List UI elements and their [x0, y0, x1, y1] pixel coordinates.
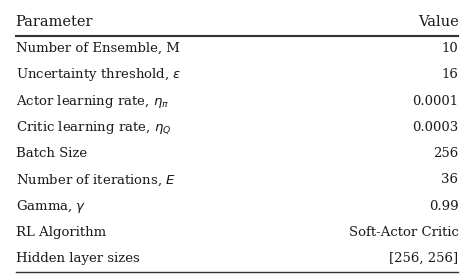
- Text: Hidden layer sizes: Hidden layer sizes: [16, 252, 139, 265]
- Text: Number of Ensemble, M: Number of Ensemble, M: [16, 42, 179, 55]
- Text: Actor learning rate, $\eta_\pi$: Actor learning rate, $\eta_\pi$: [16, 93, 169, 110]
- Text: RL Algorithm: RL Algorithm: [16, 226, 106, 239]
- Text: Critic learning rate, $\eta_Q$: Critic learning rate, $\eta_Q$: [16, 119, 171, 136]
- Text: [256, 256]: [256, 256]: [389, 252, 458, 265]
- Text: 10: 10: [442, 42, 458, 55]
- Text: Uncertainty threshold, $\epsilon$: Uncertainty threshold, $\epsilon$: [16, 67, 181, 83]
- Text: 0.99: 0.99: [429, 200, 458, 213]
- Text: 0.0001: 0.0001: [412, 95, 458, 108]
- Text: Parameter: Parameter: [16, 15, 93, 29]
- Text: Value: Value: [418, 15, 458, 29]
- Text: 16: 16: [442, 68, 458, 81]
- Text: Number of iterations, $E$: Number of iterations, $E$: [16, 172, 175, 188]
- Text: Batch Size: Batch Size: [16, 147, 87, 160]
- Text: Soft-Actor Critic: Soft-Actor Critic: [348, 226, 458, 239]
- Text: 36: 36: [441, 174, 458, 187]
- Text: 256: 256: [433, 147, 458, 160]
- Text: 0.0003: 0.0003: [412, 121, 458, 134]
- Text: Gamma, $\gamma$: Gamma, $\gamma$: [16, 198, 86, 215]
